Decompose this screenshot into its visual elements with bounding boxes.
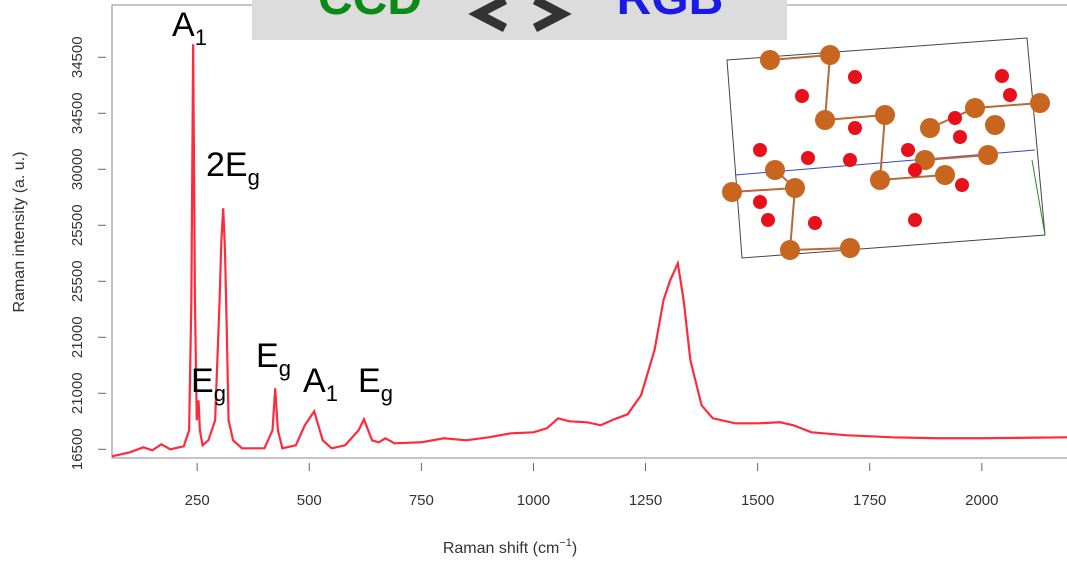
peak-label-sub: 1 (195, 25, 207, 50)
y-tick-label: 34500 (69, 36, 86, 78)
peak-label: 2Eg (206, 146, 260, 190)
chart: CCD RGB Raman shift (cm−1) Raman intensi… (0, 0, 1067, 563)
x-label-end: ) (572, 540, 577, 557)
y-tick-label: 25500 (69, 204, 86, 246)
peak-label-sub: g (279, 356, 291, 381)
banner-left: CCD (318, 0, 422, 25)
peak-label-sub: g (214, 381, 226, 406)
x-tick-label: 750 (409, 492, 434, 509)
peak-label-text: E (191, 362, 214, 400)
peak-label: A1 (303, 362, 338, 406)
y-tick-label: 21000 (69, 372, 86, 414)
peak-label: Eg (256, 337, 291, 381)
x-tick-label: 250 (185, 492, 210, 509)
y-tick-label: 34500 (69, 92, 86, 134)
y-tick-label: 21000 (69, 316, 86, 358)
peak-label: Eg (191, 362, 226, 406)
y-axis-label: Raman intensity (a. u.) (11, 152, 28, 313)
x-tick-label: 1500 (741, 492, 774, 509)
banner-right: RGB (617, 0, 724, 25)
x-tick-label: 1250 (629, 492, 662, 509)
x-axis-label: Raman shift (cm−1) (443, 537, 577, 557)
spectrum-line (112, 44, 1067, 456)
x-tick-label: 500 (297, 492, 322, 509)
x-label-text: Raman shift (cm (443, 540, 559, 557)
peak-label-text: A (303, 362, 326, 400)
peak-label: Eg (358, 362, 393, 406)
y-tick-label: 30000 (69, 148, 86, 190)
peak-label: A1 (172, 6, 207, 50)
x-label-sup: −1 (559, 537, 572, 549)
peak-label-text: 2E (206, 146, 248, 184)
axes-frame (112, 5, 1067, 458)
peak-label-text: E (256, 337, 279, 375)
x-tick-label: 1750 (853, 492, 886, 509)
peak-label-text: A (172, 6, 195, 44)
peak-label-text: E (358, 362, 381, 400)
peak-label-sub: g (381, 381, 393, 406)
y-tick-label: 25500 (69, 260, 86, 302)
x-tick-label: 2000 (965, 492, 998, 509)
y-tick-label: 16500 (69, 428, 86, 470)
peak-label-sub: 1 (326, 381, 338, 406)
x-tick-label: 1000 (517, 492, 550, 509)
crystal-structure (722, 38, 1050, 260)
peak-label-sub: g (248, 165, 260, 190)
